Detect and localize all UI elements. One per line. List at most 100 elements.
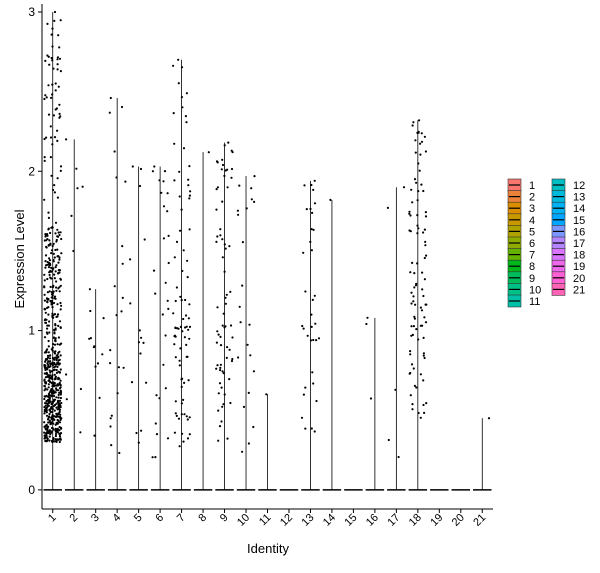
point-7 — [188, 433, 191, 436]
legend-item-6: 6 — [507, 236, 535, 250]
point-18 — [419, 373, 422, 376]
point-1 — [46, 277, 49, 281]
point-1 — [56, 228, 59, 231]
x-tick-label: 18 — [407, 512, 424, 529]
point-7 — [188, 325, 192, 328]
point-1 — [47, 263, 51, 266]
legend-item-7: 7 — [507, 248, 535, 262]
point-1 — [46, 300, 49, 303]
point-7 — [186, 355, 189, 358]
point-6 — [166, 210, 169, 213]
point-1 — [53, 136, 57, 139]
point-1 — [44, 94, 47, 97]
point-9 — [221, 324, 224, 327]
point-7 — [177, 417, 181, 420]
point-18 — [417, 130, 420, 133]
point-1 — [55, 439, 58, 442]
legend-item-11: 11 — [507, 294, 540, 308]
point-4 — [108, 111, 111, 114]
point-1 — [60, 304, 63, 307]
point-9 — [219, 228, 222, 231]
violin-7 — [172, 58, 192, 491]
point-7 — [187, 184, 190, 187]
point-1 — [43, 378, 46, 381]
point-9 — [216, 306, 219, 309]
point-1 — [47, 394, 51, 398]
point-1 — [56, 408, 59, 411]
point-1 — [51, 362, 54, 365]
point-9 — [216, 364, 219, 367]
point-1 — [54, 327, 57, 330]
point-1 — [43, 372, 46, 375]
point-4 — [109, 425, 112, 428]
point-1 — [48, 273, 51, 277]
point-1 — [47, 399, 50, 402]
point-18 — [419, 153, 422, 156]
point-1 — [46, 348, 49, 351]
point-16 — [366, 316, 369, 319]
point-1 — [43, 239, 46, 242]
point-1 — [56, 427, 59, 430]
legend-label: 4 — [529, 215, 535, 227]
point-9 — [223, 144, 226, 147]
point-1 — [44, 351, 47, 354]
point-9 — [226, 346, 229, 349]
point-1 — [59, 308, 62, 311]
point-1 — [51, 400, 54, 403]
point-3 — [102, 317, 105, 320]
point-9 — [221, 256, 224, 259]
point-10 — [247, 442, 250, 445]
point-9 — [219, 234, 222, 237]
point-1 — [59, 354, 62, 357]
point-1 — [58, 402, 61, 405]
point-1 — [48, 377, 52, 380]
point-18 — [410, 334, 413, 337]
point-1 — [52, 422, 55, 425]
point-7 — [173, 256, 176, 259]
point-1 — [59, 70, 63, 73]
point-1 — [48, 439, 51, 442]
point-1 — [45, 428, 48, 431]
point-9 — [229, 401, 232, 405]
point-1 — [46, 358, 49, 361]
point-10 — [252, 370, 255, 373]
legend-label: 7 — [529, 250, 535, 262]
point-1 — [56, 177, 59, 180]
point-9 — [216, 330, 219, 333]
point-18 — [422, 336, 425, 339]
point-9 — [220, 168, 223, 171]
point-1 — [51, 83, 54, 86]
point-9 — [224, 247, 227, 250]
point-1 — [43, 397, 46, 401]
point-1 — [50, 416, 53, 419]
point-9 — [221, 405, 224, 408]
point-7 — [183, 381, 186, 384]
point-7 — [180, 378, 183, 381]
point-6 — [164, 387, 167, 390]
point-7 — [173, 179, 176, 182]
point-1 — [46, 418, 50, 421]
point-7 — [173, 431, 176, 434]
legend-label: 3 — [529, 203, 535, 215]
point-1 — [45, 411, 48, 414]
point-13 — [310, 228, 313, 231]
point-1 — [47, 363, 50, 366]
point-10 — [253, 175, 256, 178]
point-1 — [54, 108, 57, 111]
point-7 — [174, 299, 177, 303]
point-3 — [93, 345, 96, 348]
point-5 — [139, 167, 143, 171]
point-9 — [221, 200, 224, 203]
point-18 — [409, 271, 412, 274]
point-1 — [51, 93, 54, 96]
point-4 — [121, 296, 124, 299]
point-1 — [58, 103, 61, 106]
point-1 — [54, 221, 58, 224]
point-6 — [161, 313, 164, 316]
point-10 — [237, 356, 240, 359]
point-1 — [59, 277, 62, 280]
point-9 — [223, 393, 226, 396]
point-1 — [47, 339, 50, 343]
